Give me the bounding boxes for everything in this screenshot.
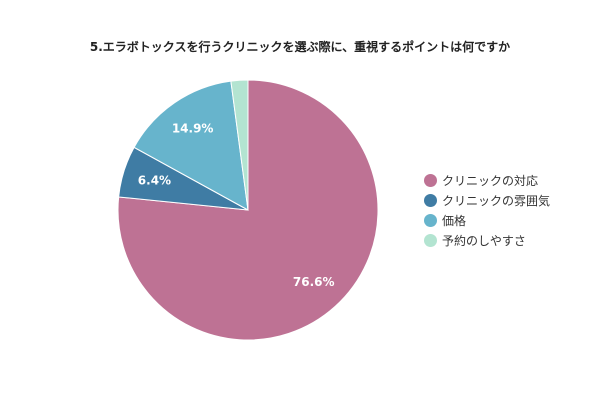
- legend-swatch: [424, 193, 437, 207]
- legend-label: 価格: [442, 213, 467, 228]
- data-label: 76.6%: [293, 275, 335, 289]
- legend-label: 予約のしやすさ: [442, 233, 526, 248]
- legend-item[interactable]: クリニックの対応: [424, 170, 550, 190]
- legend: クリニックの対応 クリニックの雰囲気 価格 予約のしやすさ: [424, 170, 550, 250]
- legend-item[interactable]: クリニックの雰囲気: [424, 190, 550, 210]
- data-label: 14.9%: [172, 122, 214, 136]
- legend-swatch: [424, 233, 437, 247]
- pie-slice[interactable]: [133, 80, 249, 211]
- legend-label: クリニックの対応: [442, 173, 539, 188]
- chart-title: 5.エラボトックスを行うクリニックを選ぶ際に、重視するポイントは何ですか: [89, 40, 511, 54]
- data-label: 6.4%: [138, 173, 171, 187]
- legend-label: クリニックの雰囲気: [442, 193, 551, 208]
- legend-swatch: [424, 213, 437, 227]
- pie-slice[interactable]: [230, 79, 249, 211]
- legend-swatch: [424, 173, 437, 187]
- legend-item[interactable]: 価格: [424, 210, 550, 230]
- legend-item[interactable]: 予約のしやすさ: [424, 230, 550, 250]
